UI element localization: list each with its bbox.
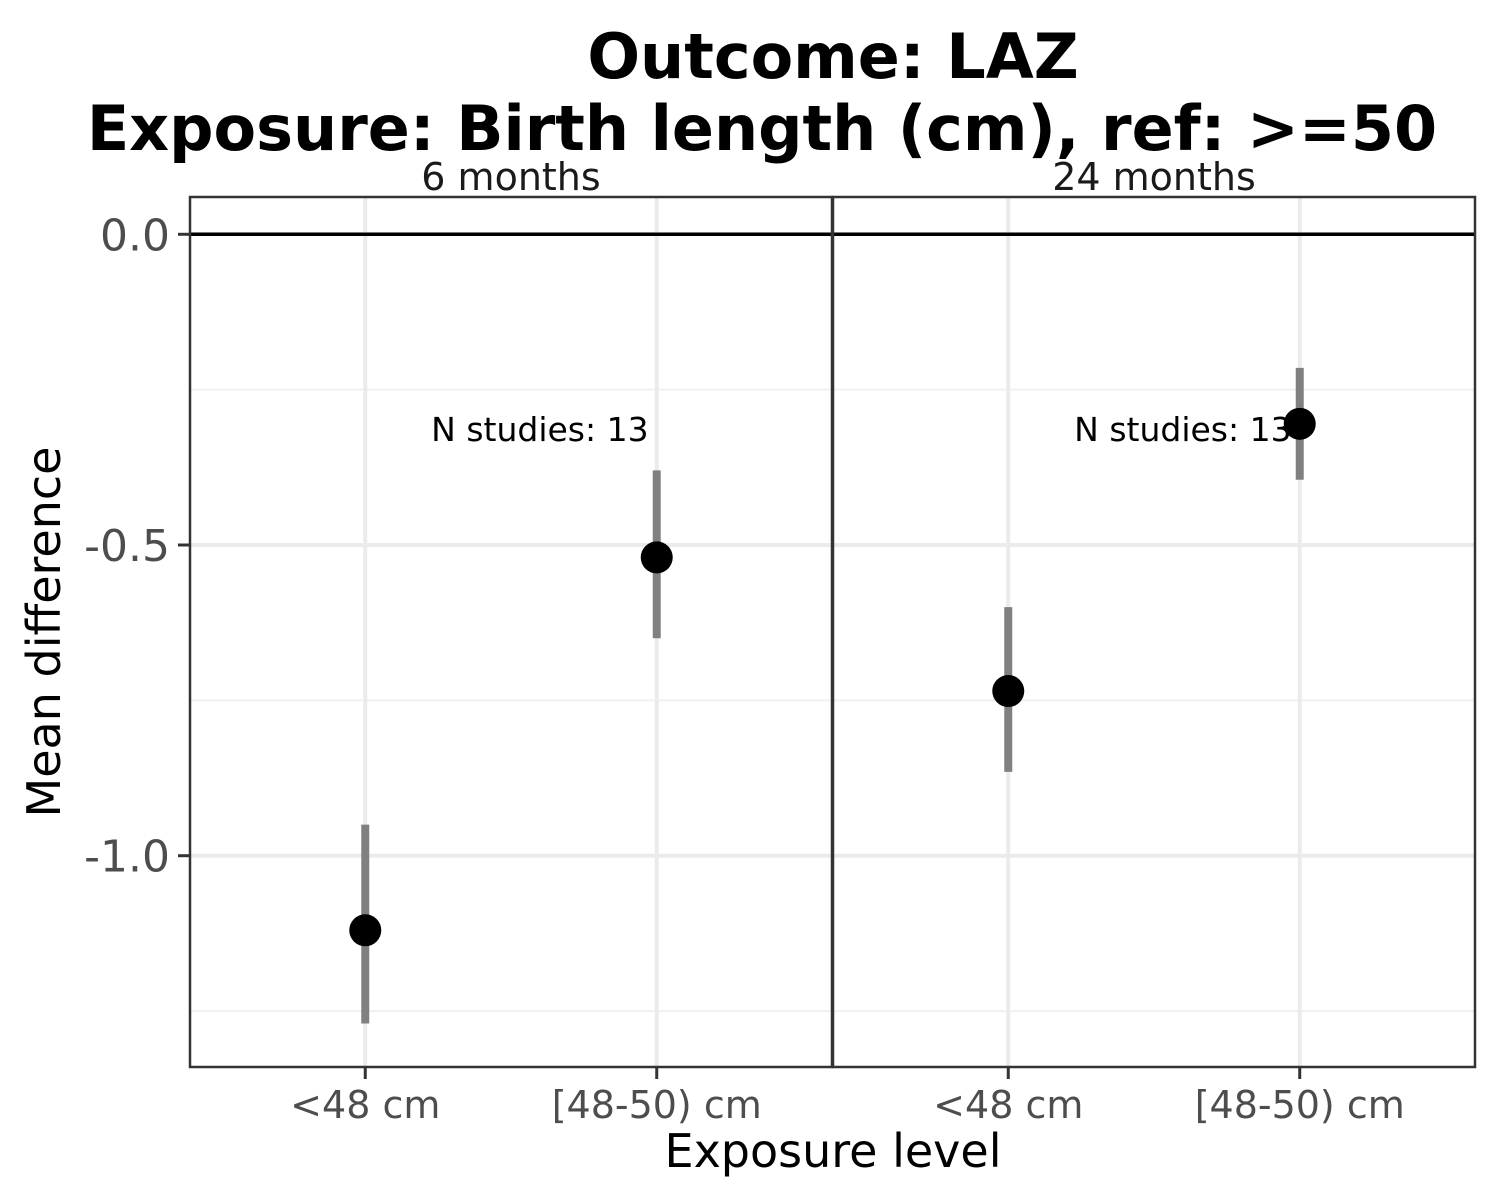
x-tick-label: <48 cm xyxy=(933,1083,1083,1127)
estimate-point xyxy=(640,541,673,574)
estimate-point xyxy=(992,675,1025,708)
panel-background xyxy=(190,197,832,1067)
facet-strip-label: 24 months xyxy=(1052,155,1256,199)
x-tick-label: <48 cm xyxy=(290,1083,440,1127)
facet-strip-label: 6 months xyxy=(421,155,600,199)
estimate-point xyxy=(349,914,382,947)
x-tick-label: [48-50) cm xyxy=(1195,1083,1405,1127)
panel-background xyxy=(833,197,1475,1067)
n-studies-annotation: N studies: 13 xyxy=(1074,410,1291,449)
x-tick-label: [48-50) cm xyxy=(552,1083,762,1127)
y-tick-label: -1.0 xyxy=(84,832,170,883)
facet-panel: N studies: 13 6 months <48 cm [48-50) cm xyxy=(188,155,834,1127)
chart-title: Outcome: LAZ xyxy=(587,20,1078,93)
facet-panel: N studies: 13 24 months <48 cm [48-50) cm xyxy=(831,155,1477,1127)
y-tick-label: 0.0 xyxy=(100,210,170,261)
n-studies-annotation: N studies: 13 xyxy=(431,410,648,449)
y-axis-title: Mean difference xyxy=(17,447,71,818)
y-tick-label: -0.5 xyxy=(84,521,170,572)
estimate-point xyxy=(1283,407,1316,440)
panel-border xyxy=(831,195,1477,1069)
chart-subtitle: Exposure: Birth length (cm), ref: >=50 xyxy=(87,92,1437,165)
x-axis-title: Exposure level xyxy=(665,1124,1002,1178)
plot-area: N studies: 136 months<48 cm [48-50) cmN s… xyxy=(84,155,1477,1127)
